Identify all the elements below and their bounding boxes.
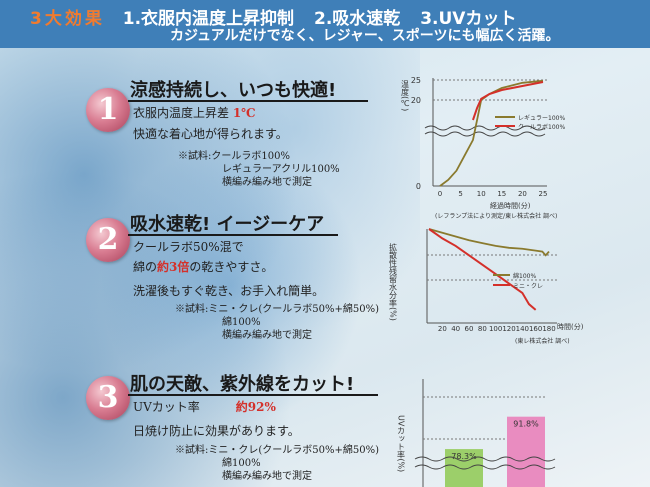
chart2-xtick: 80 [478,325,487,333]
section-1-title: 涼感持続し、いつも快適! [130,80,337,101]
effect-item-3: 3.UVカット [420,9,517,29]
chart1-xtick: 25 [539,190,548,198]
background-wave [0,40,420,487]
chart2-xtick: 100 [489,325,502,333]
section-2-number: 2 [86,218,130,262]
chart1-legend-regular: レギュラー100% [518,115,565,122]
chart2-ylabel: 拡散性残留水分率(%) [389,242,398,321]
section-3-note1: ※試料:ミニ・クレ(クールラボ50%+綿50%) [175,445,380,456]
section-3-line2: 日焼け防止に効果があります。 [133,424,300,438]
chart2-series-minicure [428,228,537,311]
effect-item-2: 2.吸水速乾 [313,9,401,29]
section-2-note1: ※試料:ミニ・クレ(クールラボ50%+綿50%) [175,304,380,315]
section-3-line1: UVカット率 約92% [133,398,276,415]
header-subtitle: カジュアルだけでなく、レジャー、スポーツにも幅広く活躍。 [170,28,560,44]
chart2-xtick: 160 [529,325,542,333]
chart2-xtick: 140 [516,325,529,333]
chart1-source: (レフランプ法により測定/東レ株式会社 調べ) [435,212,557,220]
chart2-legend-cotton: 綿100% [513,272,536,280]
chart3-ylabel: UVカット率(%) [397,415,406,472]
chart1-break-bottom [424,131,546,137]
section-2-line2-c: の乾きやすさ。 [189,260,274,274]
section-3-number: 3 [86,376,130,420]
chart1-ytick-0: 0 [416,182,421,191]
section-3-note3: 横編み編み地で測定 [222,471,312,482]
uv-chart: UVカット率(%) 78.3% 91.8% [397,379,556,487]
header-bar: 3大効果 1.衣服内温度上昇抑制 2.吸水速乾 3.UVカット カジュアルだけで… [0,0,650,48]
section-2-line3: 洗濯後もすぐ乾き、お手入れ簡単。 [133,284,325,298]
three-effects-label: 3大効果 [30,9,105,29]
chart3-label-minicure: 91.8% [513,420,539,429]
header-effects: 3大効果 1.衣服内温度上昇抑制 2.吸水速乾 3.UVカット [30,4,530,29]
chart2-xlabel: 時間(分) [557,322,584,331]
section-1-underline [128,100,368,102]
section-2-note3: 横編み編み地で測定 [222,330,312,341]
chart3-label-cotton: 78.3% [451,452,477,461]
chart1-xtick: 10 [477,190,486,198]
chart2-xtick: 120 [502,325,515,333]
chart3-break-top [414,456,556,462]
chart2-xtick: 180 [542,325,555,333]
section-2-line2: 綿の約3倍の乾きやすさ。 [133,258,273,275]
section-1-note2: レギュラーアクリル100% [222,164,340,175]
chart1-xtick: 20 [518,190,527,198]
chart2-legend-minicure: ミニ・クレ [513,283,543,290]
section-1-line1: 衣服内温度上昇差 1℃ [133,104,256,121]
chart1-ytick-25: 25 [411,76,421,85]
section-1-line2: 快適な着心地が得られます。 [133,127,288,141]
chart2-series-cotton [428,228,550,257]
chart2-source: (東レ株式会社 調べ) [515,337,570,345]
chart2-xtick: 40 [451,325,460,333]
section-2-line1: クールラボ50%混で [133,240,244,254]
chart1-series-regular [439,79,544,187]
moisture-chart: 拡散性残留水分率(%) 20 40 60 80 100 120 140 160 180 綿100… [389,228,584,345]
section-2-ratio: 約3倍 [157,260,190,274]
chart3-break-bottom [414,464,556,470]
chart2-xtick: 60 [465,325,474,333]
chart3-bar-cotton [445,449,483,487]
section-3-uv-label: UVカット率 [133,400,200,414]
section-1-note1: ※試料:クールラボ100% [178,151,290,162]
chart1-xtick: 5 [458,190,462,198]
section-2-line2-a: 綿の [133,260,158,274]
section-3-note2: 綿100% [222,458,261,469]
effect-item-1: 1.衣服内温度上昇抑制 [122,9,295,29]
section-2-title: 吸水速乾! イージーケア [130,214,325,235]
chart3-bar-minicure [507,416,545,487]
chart1-ytick-20: 20 [411,96,421,105]
chart2-xtick: 20 [438,325,447,333]
section-2-note2: 綿100% [222,317,261,328]
chart1-xtick: 0 [438,190,442,198]
section-3-title: 肌の天敵、紫外線をカット! [130,374,355,395]
section-1-temp-diff: 1℃ [232,106,256,120]
chart1-series-coollabo [472,81,544,121]
section-2-underline [128,234,338,236]
section-1-number: 1 [86,88,130,132]
chart1-xtick: 15 [497,190,506,198]
chart1-ylabel: 温度(℃) [400,80,410,111]
section-1-line1-prefix: 衣服内温度上昇差 [133,106,233,120]
section-3-underline [128,394,378,396]
temperature-chart: 温度(℃) 25 20 0 0 5 10 15 20 25 レギュラー100% クールラボ… [400,76,565,220]
chart1-xlabel: 経過時間(分) [490,201,531,210]
section-3-uv-value: 約92% [235,400,276,414]
section-1-note3: 横編み編み地で測定 [222,177,312,188]
chart1-break-top [424,125,546,131]
chart1-legend-coollabo: クールラボ100% [518,123,565,131]
